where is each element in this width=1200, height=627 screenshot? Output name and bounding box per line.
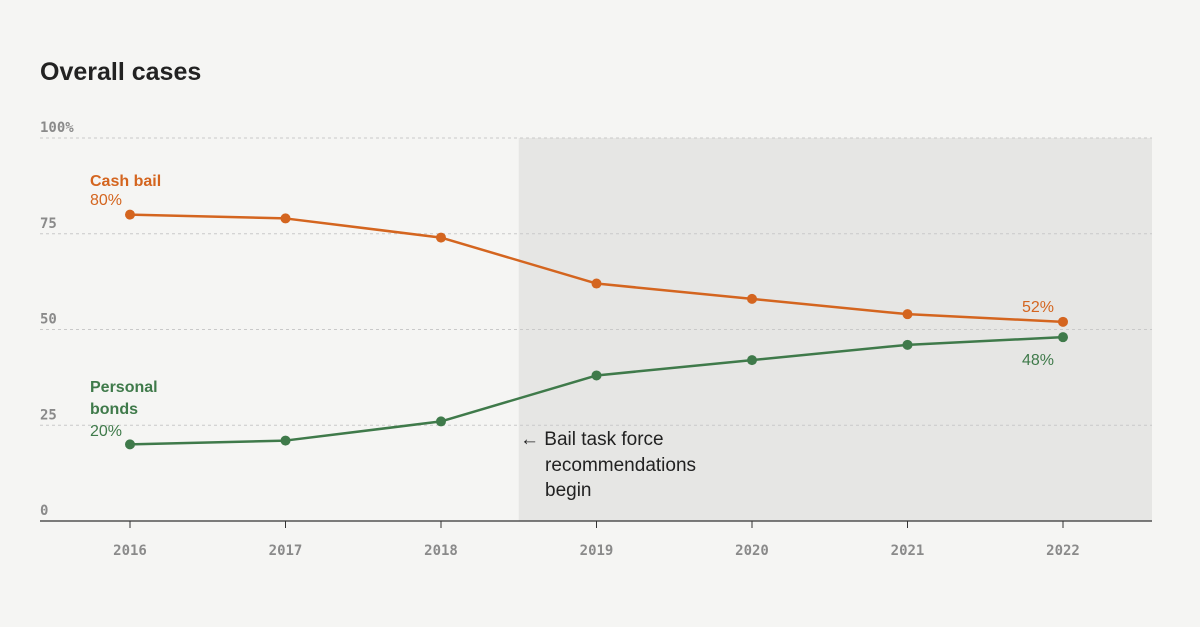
personal-bonds-point [747, 355, 757, 366]
x-tick-label: 2019 [580, 543, 614, 559]
personal-bonds-label: Personal [90, 379, 158, 396]
cash-bail-label: Cash bail [90, 173, 161, 190]
x-tick-label: 2016 [113, 543, 147, 559]
y-tick-label: 75 [40, 216, 57, 232]
x-tick-label: 2017 [269, 543, 303, 559]
x-tick-label: 2022 [1046, 543, 1080, 559]
cash-bail-point [436, 232, 446, 243]
y-tick-label: 0 [40, 503, 48, 519]
personal-bonds-end-value: 48% [1022, 352, 1054, 369]
cash-bail-point [902, 309, 913, 320]
personal-bonds-point [902, 339, 913, 350]
chart-title-bold: Overall [40, 58, 125, 86]
chart-title: Overall cases [40, 58, 201, 87]
x-tick-label: 2020 [735, 543, 769, 559]
personal-bonds-point [125, 439, 135, 450]
cash-bail-point [591, 278, 602, 289]
personal-bonds-start-value: 20% [90, 423, 122, 440]
annotation-text: begin [545, 480, 592, 501]
cash-bail-point [125, 209, 135, 220]
annotation-text: ← Bail task force [520, 429, 664, 450]
cash-bail-point [1058, 316, 1068, 327]
personal-bonds-point [591, 370, 602, 381]
cash-bail-end-value: 52% [1022, 299, 1054, 316]
chart-title-rest: cases [124, 58, 202, 86]
personal-bonds-point [436, 416, 446, 427]
annotation-text: recommendations [545, 455, 696, 476]
cash-bail-point [280, 213, 291, 224]
personal-bonds-point [1058, 332, 1068, 343]
personal-bonds-label: bonds [90, 401, 138, 418]
y-tick-label: 100% [40, 120, 74, 136]
x-tick-label: 2018 [424, 543, 458, 559]
cash-bail-start-value: 80% [90, 192, 122, 209]
y-tick-label: 50 [40, 312, 57, 328]
x-tick-label: 2021 [891, 543, 925, 559]
y-tick-label: 25 [40, 407, 57, 423]
personal-bonds-point [280, 435, 291, 446]
cash-bail-point [747, 293, 757, 304]
